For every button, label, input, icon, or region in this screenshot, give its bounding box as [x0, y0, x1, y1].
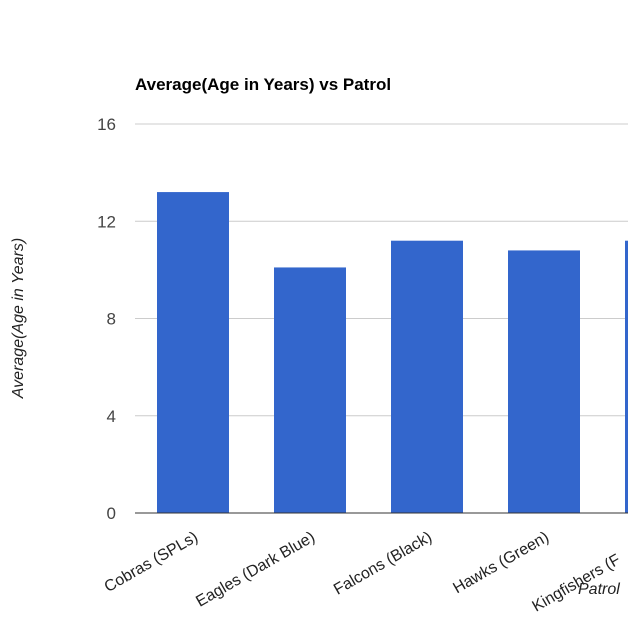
- bar: [391, 240, 463, 513]
- x-tick-label: Hawks (Green): [450, 529, 552, 598]
- y-axis-title: Average(Age in Years): [10, 238, 27, 399]
- y-axis-ticks: 0 4 8 12 16: [97, 115, 116, 523]
- y-tick-label: 0: [107, 504, 116, 523]
- bars: [157, 192, 628, 514]
- bar: [625, 240, 628, 513]
- x-tick-label: Eagles (Dark Blue): [193, 529, 318, 611]
- y-tick-label: 4: [107, 407, 116, 426]
- x-axis-title: Patrol: [578, 581, 620, 598]
- x-axis-ticks: Cobras (SPLs)Eagles (Dark Blue) Falcons (…: [102, 529, 624, 616]
- chart-title: Average(Age in Years) vs Patrol: [135, 75, 391, 94]
- x-tick-label: Cobras (SPLs): [102, 529, 201, 596]
- y-tick-label: 16: [97, 115, 116, 134]
- x-tick-label: Falcons (Black): [331, 529, 435, 599]
- y-tick-label: 8: [107, 310, 116, 329]
- y-tick-label: 12: [97, 212, 116, 231]
- bar: [508, 250, 580, 514]
- bar: [274, 267, 346, 513]
- bar: [157, 192, 229, 513]
